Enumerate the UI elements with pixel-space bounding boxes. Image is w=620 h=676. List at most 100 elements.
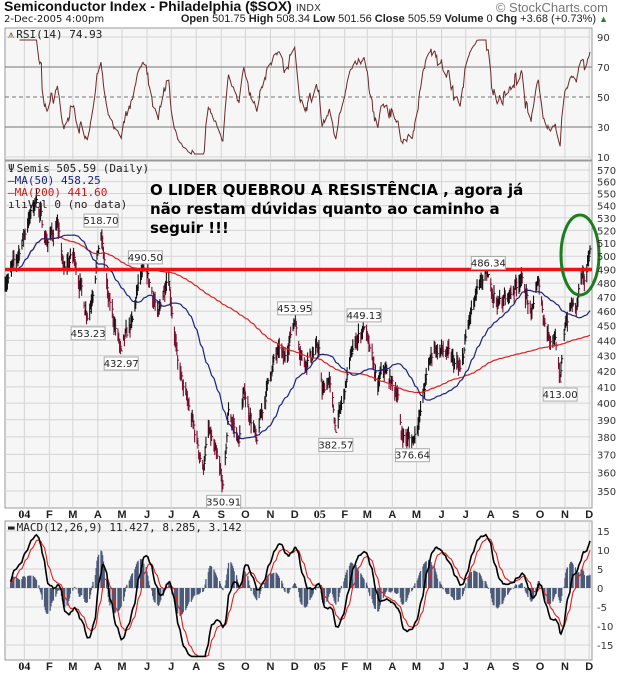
month-label: O <box>241 661 250 673</box>
month-label: A <box>94 661 102 673</box>
macd-plot <box>9 533 591 658</box>
open-value: 501.75 <box>212 13 246 25</box>
month-label: F <box>341 661 348 673</box>
price-label-box <box>206 494 242 509</box>
price-tick-label: 460 <box>597 307 616 318</box>
rsi-tick-label: 50 <box>597 93 610 104</box>
month-label: M <box>68 661 77 673</box>
month-label: N <box>561 661 569 673</box>
macd-tick-label: -5 <box>597 603 607 614</box>
price-label: 490.50 <box>128 253 163 264</box>
price-tick-label: 490 <box>597 266 616 277</box>
macd-tick-label: 10 <box>597 546 610 557</box>
ma50-line-icon: — <box>8 174 15 187</box>
annotation-line-1: O LIDER QUEBROU A RESISTÊNCIA , agora já <box>150 180 523 199</box>
low-value: 501.56 <box>338 13 372 25</box>
close-value: 505.59 <box>407 13 442 25</box>
macd-tick-label: 5 <box>597 565 603 576</box>
rsi-icon: ⩚ <box>8 28 14 41</box>
month-label: A <box>388 661 396 673</box>
month-label: J <box>438 509 444 521</box>
rsi-legend: ⩚ RSI(14) 74.93 <box>8 28 102 41</box>
chg-value: +3.68 (+0.73%) <box>520 13 597 25</box>
macd-line-icon: ▬ <box>8 521 15 534</box>
month-label: A <box>487 509 495 521</box>
month-label: S <box>512 509 519 521</box>
ma50-line <box>15 234 591 440</box>
volume-legend-text: Vol 0 (no data) <box>28 198 127 211</box>
month-label: A <box>94 509 102 521</box>
price-label: 382.57 <box>318 440 353 451</box>
macd-tick-label: -10 <box>597 622 613 633</box>
high-label: High <box>248 13 274 25</box>
quote-summary: Open 501.75 High 508.34 Low 501.56 Close… <box>181 13 608 25</box>
month-label: A <box>487 661 495 673</box>
month-label: M <box>412 509 421 521</box>
ma200-legend-text: MA(200) 441.60 <box>15 186 108 199</box>
month-label: A <box>192 509 200 521</box>
month-label: O <box>536 661 545 673</box>
chg-label: Chg <box>495 13 518 25</box>
price-legend: Ψ Semis 505.59 (Daily) <box>8 162 149 175</box>
price-tick-label: 360 <box>597 468 616 479</box>
month-label: J <box>144 661 150 673</box>
rsi-tick-label: 10 <box>597 153 610 164</box>
price-tick-label: 530 <box>597 214 616 225</box>
macd-line <box>9 533 591 658</box>
month-label: D <box>585 661 593 673</box>
price-label: 449.13 <box>347 311 382 322</box>
brand-watermark[interactable]: © StockCharts.com <box>495 0 608 15</box>
price-label-box <box>83 213 119 228</box>
rsi-panel <box>4 27 593 161</box>
price-tick-label: 400 <box>597 399 616 410</box>
month-label: M <box>363 661 372 673</box>
macd-tick-label: 15 <box>597 527 610 538</box>
chart-title: Semiconductor Index - Philadelphia ($SOX… <box>4 0 321 14</box>
month-label: M <box>117 661 126 673</box>
month-label: S <box>218 509 225 521</box>
low-label: Low <box>313 13 336 25</box>
ma200-line <box>27 236 591 394</box>
price-tick-label: 410 <box>597 383 616 394</box>
price-tick-label: 480 <box>597 279 616 290</box>
price-label-box <box>277 301 313 316</box>
price-legend-text: Semis 505.59 (Daily) <box>17 162 149 175</box>
year-label: 04 <box>18 659 30 673</box>
price-tick-label: 520 <box>597 226 616 237</box>
price-label: 376.64 <box>395 451 430 462</box>
price-label: 413.00 <box>543 390 578 401</box>
high-value: 508.34 <box>276 13 310 25</box>
month-label: M <box>117 509 126 521</box>
annotation-line-3: seguir !!! <box>150 219 229 237</box>
month-label: N <box>561 509 569 521</box>
highlight-circle <box>559 213 601 297</box>
month-label: F <box>46 509 53 521</box>
year-label: 05 <box>314 507 326 521</box>
price-label-box <box>103 356 139 371</box>
rsi-legend-text: RSI(14) 74.93 <box>16 28 102 41</box>
title-text: Semiconductor Index - Philadelphia ($SOX… <box>4 0 292 14</box>
price-label: 518.70 <box>84 216 119 227</box>
volume-legend: ılıVol 0 (no data) <box>8 198 127 211</box>
quote-datetime: 2-Dec-2005 4:00pm <box>4 14 105 25</box>
price-label-box <box>127 250 163 265</box>
macd-legend-text: MACD(12,26,9) 11.427, 8.285, 3.142 <box>17 521 242 534</box>
rsi-tick-label: 30 <box>597 123 610 134</box>
price-tick-label: 430 <box>597 352 616 363</box>
axis-labels: 0404FFMMAAMMJJJJAASSOONNDD0505FFMMAAMMJJ… <box>18 33 616 673</box>
month-label: D <box>585 509 593 521</box>
ma200-legend: —MA(200) 441.60 <box>8 186 107 199</box>
month-label: S <box>218 661 225 673</box>
price-label: 453.95 <box>277 304 312 315</box>
year-label: 04 <box>18 507 30 521</box>
month-label: O <box>241 509 250 521</box>
price-label-box <box>346 308 382 323</box>
macd-tick-label: 0 <box>597 584 603 595</box>
price-tick-label: 560 <box>597 178 616 189</box>
price-tick-label: 440 <box>597 336 616 347</box>
month-label: D <box>291 661 299 673</box>
price-label-box <box>318 437 354 452</box>
price-tick-label: 380 <box>597 433 616 444</box>
price-label-box <box>394 448 430 463</box>
